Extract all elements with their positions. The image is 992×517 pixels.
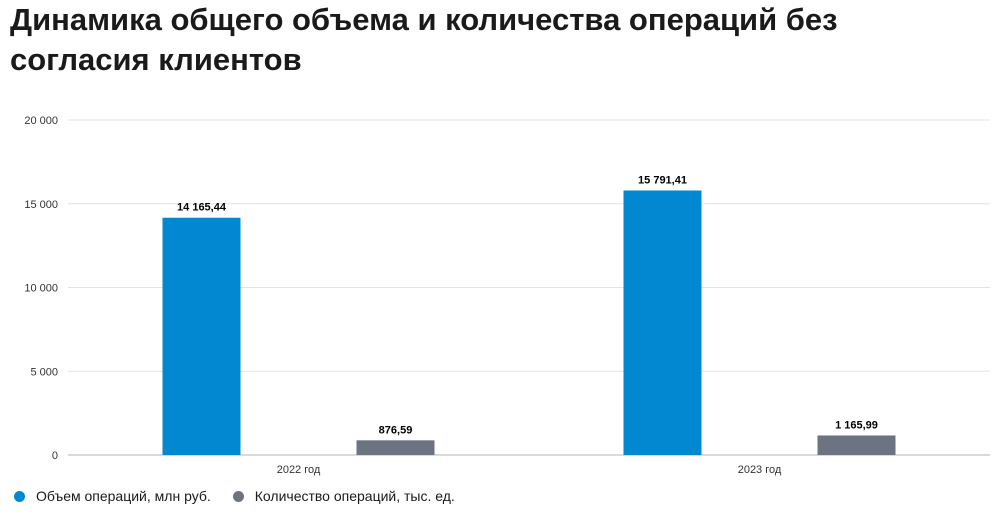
- bar-volume-1: [162, 217, 241, 455]
- data-labels: 14 165,44 876,59 15 791,41 1 165,99: [177, 174, 878, 436]
- y-tick-label: 15 000: [24, 199, 58, 211]
- x-axis-ticks: 2022 год 2023 год: [277, 464, 782, 476]
- chart-title: Динамика общего объема и количества опер…: [10, 2, 838, 77]
- data-label-volume-1: 14 165,44: [177, 202, 227, 214]
- y-tick-label: 10 000: [24, 283, 58, 295]
- data-label-count-1: 876,59: [379, 424, 413, 436]
- x-tick-label: 2023 год: [738, 464, 782, 476]
- bar-volume-2: [623, 190, 702, 455]
- y-axis-ticks: 0 5 000 10 000 15 000 20 000: [24, 115, 58, 462]
- y-tick-label: 5 000: [30, 366, 58, 378]
- data-label-count-2: 1 165,99: [835, 419, 878, 431]
- legend-marker-volume: [14, 490, 25, 502]
- data-label-volume-2: 15 791,41: [638, 174, 687, 186]
- legend: Объем операций, млн руб. Количество опер…: [14, 486, 477, 506]
- y-tick-label: 0: [52, 450, 58, 462]
- x-tick-label: 2022 год: [277, 464, 321, 476]
- y-tick-label: 20 000: [24, 115, 58, 127]
- bar-chart: 0 5 000 10 000 15 000 20 000 14 165,44 876,59…: [24, 115, 990, 476]
- legend-item-count[interactable]: Количество операций, тыс. ед.: [232, 488, 455, 504]
- legend-label-volume: Объем операций, млн руб.: [36, 488, 211, 504]
- bar-count-2: [817, 435, 896, 455]
- bars: [162, 190, 896, 455]
- legend-marker-count: [232, 490, 244, 502]
- legend-label-count: Количество операций, тыс. ед.: [254, 488, 455, 504]
- legend-item-volume[interactable]: Объем операций, млн руб.: [14, 488, 211, 504]
- bar-count-1: [356, 440, 435, 455]
